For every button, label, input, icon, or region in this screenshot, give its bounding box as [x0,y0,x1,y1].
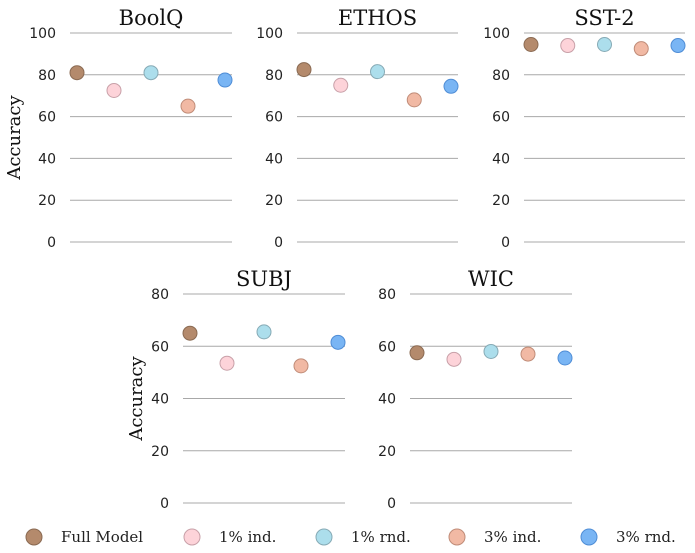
legend-label: Full Model [61,528,143,546]
y-tick-label: 80 [38,68,56,84]
y-tick-label: 20 [38,193,56,209]
panel-title: SST-2 [574,6,634,30]
y-tick-label: 40 [378,392,396,408]
panel-title: BoolQ [119,6,184,30]
y-tick-label: 40 [492,151,510,167]
panel-subj: 0 20 40 60 80 SUBJ Accuracy [126,267,346,512]
y-axis-label: Accuracy [126,356,147,442]
legend: Full Model 1% ind. 1% rnd. 3% ind. 3% rnd. [25,528,676,546]
y-tick-label: 0 [274,235,283,251]
panel-ethos: 0 20 40 60 80 100 ETHOS [256,6,459,251]
data-point-3-ind [180,98,196,114]
y-tick-label: 60 [265,110,283,126]
y-axis-label: Accuracy [4,95,25,181]
y-tick-label: 100 [29,26,56,42]
legend-marker [580,528,598,546]
y-tick-label: 60 [378,339,396,355]
legend-label: 3% rnd. [616,528,676,546]
y-tick-label: 40 [151,392,169,408]
data-point-1-ind [446,351,462,367]
data-point-1-ind [106,82,122,98]
legend-marker [183,528,201,546]
panel-title: SUBJ [236,267,292,291]
data-point-1-ind [560,38,576,54]
data-point-3-ind [293,358,309,374]
data-point-1-rnd [370,64,385,80]
data-point-3-rnd [443,78,459,94]
data-point-1-rnd [597,36,612,52]
y-tick-label: 20 [378,444,396,460]
y-tick-label: 80 [378,287,396,303]
y-tick-label: 80 [492,68,510,84]
y-tick-label: 20 [151,444,169,460]
y-tick-label: 0 [387,496,396,512]
data-point-1-ind [219,355,235,371]
data-point-1-rnd [143,65,159,81]
data-point-3-rnd [670,38,686,54]
data-point-3-rnd [557,350,573,366]
data-point-full-model [296,62,312,78]
y-tick-label: 0 [47,235,56,251]
legend-label: 1% ind. [219,528,276,546]
panel-wic: 0 20 40 60 80 WIC [378,267,573,512]
data-point-full-model [69,65,85,81]
y-tick-label: 100 [483,26,510,42]
y-tick-label: 20 [265,193,283,209]
y-tick-label: 100 [256,26,283,42]
data-point-3-ind [406,92,422,108]
y-tick-label: 60 [492,110,510,126]
panel-boolq: 0 20 40 60 80 100 BoolQ Accuracy [4,6,233,251]
data-point-full-model [523,36,539,52]
data-point-3-rnd [330,334,346,350]
data-point-full-model [409,345,425,361]
y-tick-label: 40 [38,151,56,167]
y-tick-label: 60 [38,110,56,126]
panel-sst-2: 0 20 40 60 80 100 SST-2 [483,6,686,251]
data-point-3-rnd [217,72,233,88]
data-point-1-rnd [483,343,499,359]
y-tick-label: 0 [160,496,169,512]
y-tick-label: 0 [501,235,510,251]
legend-marker [25,528,43,546]
legend-marker [448,528,466,546]
data-point-1-ind [333,77,349,93]
data-point-full-model [182,325,198,341]
y-tick-label: 80 [151,287,169,303]
y-tick-label: 40 [265,151,283,167]
y-tick-label: 20 [492,193,510,209]
data-point-3-ind [520,346,536,362]
legend-label: 3% ind. [484,528,541,546]
data-point-3-ind [633,41,649,57]
panel-title: WIC [468,267,514,291]
y-tick-label: 60 [151,339,169,355]
y-tick-label: 80 [265,68,283,84]
data-point-1-rnd [256,324,272,340]
panel-title: ETHOS [338,6,417,30]
legend-marker [315,528,333,546]
legend-label: 1% rnd. [351,528,411,546]
